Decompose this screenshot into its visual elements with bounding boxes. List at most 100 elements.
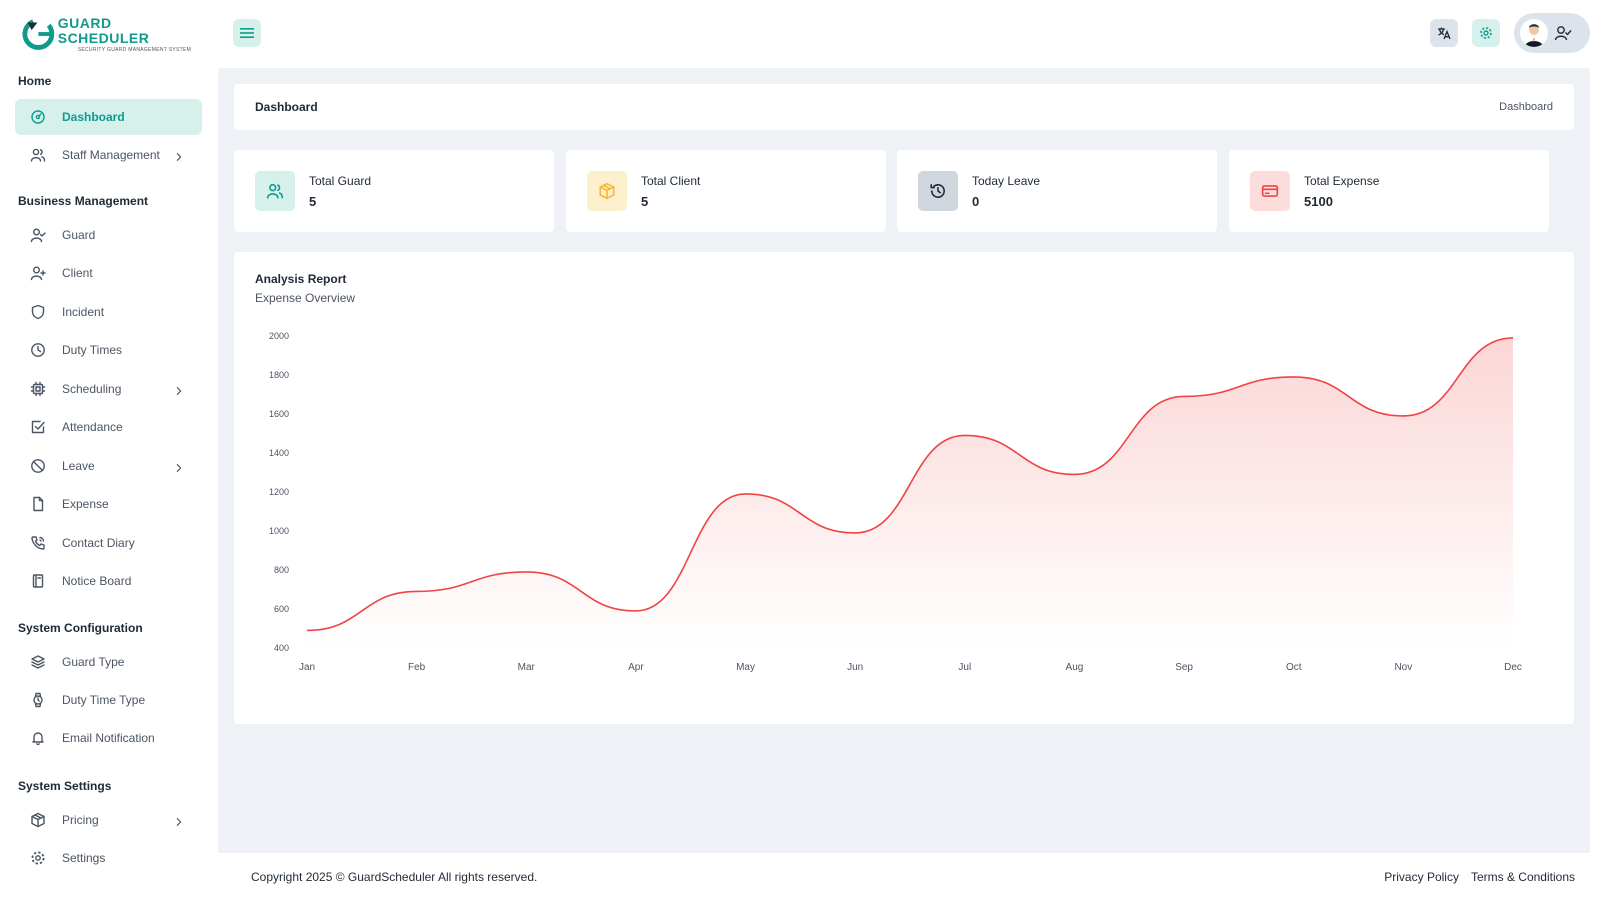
box-icon <box>30 812 46 828</box>
shield-icon <box>30 304 46 320</box>
language-button[interactable] <box>1430 19 1458 47</box>
x-tick-label: Dec <box>1504 662 1522 673</box>
dashboard-icon <box>30 109 46 125</box>
chevron-right-icon <box>174 383 184 395</box>
sidebar-item-attendance[interactable]: Attendance <box>15 409 202 445</box>
history-icon <box>918 171 958 211</box>
stat-label: Total Expense <box>1304 174 1380 188</box>
stat-label: Total Client <box>641 174 701 188</box>
sidebar-item-duty-time-type[interactable]: Duty Time Type <box>15 682 202 718</box>
stat-value: 5100 <box>1304 194 1333 209</box>
sidebar-item-guard-type[interactable]: Guard Type <box>15 644 202 680</box>
user-plus-icon <box>30 265 46 281</box>
data-point-jun[interactable] <box>849 527 861 539</box>
sidebar-item-label: Scheduling <box>62 382 122 396</box>
y-tick-label: 600 <box>274 604 289 614</box>
x-tick-label: May <box>736 662 755 673</box>
sidebar-item-label: Leave <box>62 459 95 473</box>
y-tick-label: 800 <box>274 565 289 575</box>
translate-icon <box>1438 27 1451 40</box>
hamburger-icon <box>240 28 254 38</box>
sidebar-toggle-button[interactable] <box>233 19 261 47</box>
sidebar-item-expense[interactable]: Expense <box>15 486 202 522</box>
stat-value: 5 <box>309 194 317 209</box>
profile-menu[interactable] <box>1514 13 1590 53</box>
data-point-may[interactable] <box>740 488 752 500</box>
terms-conditions-link[interactable]: Terms & Conditions <box>1470 870 1575 884</box>
brand-name: GUARD SCHEDULER <box>57 14 150 46</box>
data-point-jul[interactable] <box>959 429 971 441</box>
stat-value: 5 <box>641 194 649 209</box>
sidebar-item-settings[interactable]: Settings <box>15 840 202 876</box>
sidebar-item-leave[interactable]: Leave <box>15 448 202 484</box>
expense-chart: 400 600 800 1000 1200 1400 1600 1800 2000 Jan Feb M… <box>269 331 1522 673</box>
stat-card-total-client[interactable]: Total Client 5 <box>566 150 886 232</box>
sidebar-item-guard[interactable]: Guard <box>15 217 202 253</box>
cpu-icon <box>30 381 46 397</box>
gear-icon <box>1480 27 1492 39</box>
users-icon <box>255 171 295 211</box>
phone-icon <box>30 535 46 551</box>
data-point-oct[interactable] <box>1288 371 1300 383</box>
stat-card-today-leave[interactable]: Today Leave 0 <box>897 150 1217 232</box>
data-point-dec[interactable] <box>1507 332 1519 344</box>
data-point-mar[interactable] <box>520 566 532 578</box>
data-point-aug[interactable] <box>1068 468 1080 480</box>
sidebar-item-notice-board[interactable]: Notice Board <box>15 563 202 599</box>
breadcrumb[interactable]: Dashboard <box>1499 101 1553 113</box>
sidebar-section-title: System Configuration <box>18 621 143 635</box>
y-tick-label: 400 <box>274 643 289 653</box>
bell-icon <box>30 730 46 746</box>
chevron-right-icon <box>174 460 184 472</box>
data-point-feb[interactable] <box>411 585 423 597</box>
sidebar-item-label: Email Notification <box>62 731 155 745</box>
sidebar-item-client[interactable]: Client <box>15 255 202 291</box>
sidebar-item-pricing[interactable]: Pricing <box>15 802 202 838</box>
stat-label: Total Guard <box>309 174 372 188</box>
sidebar-item-incident[interactable]: Incident <box>15 294 202 330</box>
watch-icon <box>30 692 46 708</box>
y-tick-label: 1200 <box>269 487 289 497</box>
brand-logo[interactable]: GUARD SCHEDULER SECURITY GUARD MANAGEMEN… <box>22 14 202 53</box>
footer-copyright: Copyright 2025 © GuardScheduler All righ… <box>251 870 538 884</box>
data-point-nov[interactable] <box>1397 410 1409 422</box>
sidebar-item-label: Incident <box>62 305 105 319</box>
x-tick-label: Jun <box>847 662 863 673</box>
checkbox-icon <box>30 419 46 435</box>
stat-card-total-guard[interactable]: Total Guard 5 <box>234 150 554 232</box>
credit-card-icon <box>1250 171 1290 211</box>
settings-button[interactable] <box>1472 19 1500 47</box>
sidebar-item-dashboard[interactable]: Dashboard <box>15 99 202 135</box>
notebook-icon <box>30 573 46 589</box>
y-tick-label: 1000 <box>269 526 289 536</box>
user-check-icon <box>1554 26 1572 41</box>
x-tick-label: Mar <box>518 662 536 673</box>
data-point-jan[interactable] <box>301 624 313 636</box>
page-header: Dashboard Dashboard <box>234 84 1574 130</box>
report-subtitle: Expense Overview <box>255 291 356 305</box>
chevron-right-icon <box>174 149 184 161</box>
sidebar-section-title: System Settings <box>18 779 112 793</box>
data-point-apr[interactable] <box>630 605 642 617</box>
brand-tagline: SECURITY GUARD MANAGEMENT SYSTEM <box>77 46 192 53</box>
file-icon <box>30 496 46 512</box>
sidebar-item-scheduling[interactable]: Scheduling <box>15 371 202 407</box>
series-area <box>307 337 1513 648</box>
sidebar-item-label: Guard Type <box>62 655 125 669</box>
sidebar-item-duty-times[interactable]: Duty Times <box>15 332 202 368</box>
stat-card-total-expense[interactable]: Total Expense 5100 <box>1229 150 1549 232</box>
x-tick-label: Nov <box>1394 662 1412 673</box>
series-line <box>306 337 1514 632</box>
data-point-sep[interactable] <box>1178 390 1190 402</box>
sidebar-item-contact-diary[interactable]: Contact Diary <box>15 525 202 561</box>
sidebar-item-email-notification[interactable]: Email Notification <box>15 720 202 756</box>
sidebar-item-label: Attendance <box>62 420 123 434</box>
top-header: GUARD SCHEDULER SECURITY GUARD MANAGEMEN… <box>0 0 1600 66</box>
sidebar: Home Dashboard Staff Management Business Ma… <box>0 66 218 900</box>
sidebar-item-staff-management[interactable]: Staff Management <box>15 137 202 173</box>
sidebar-item-label: Contact Diary <box>62 536 135 550</box>
sidebar-item-label: Pricing <box>62 813 99 827</box>
layers-icon <box>30 654 46 670</box>
privacy-policy-link[interactable]: Privacy Policy <box>1384 870 1459 884</box>
